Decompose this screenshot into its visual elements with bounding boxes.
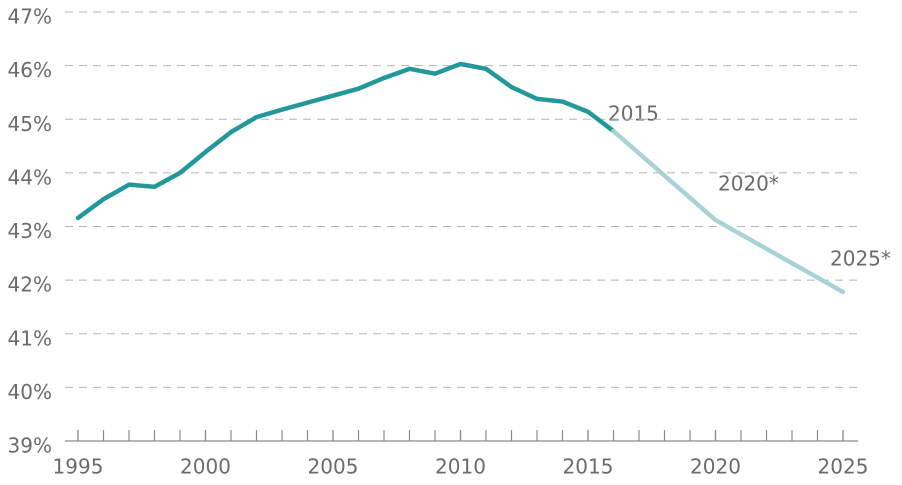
x-tick-label: 2025 bbox=[818, 455, 869, 479]
y-tick-label: 42% bbox=[8, 273, 52, 297]
y-tick-label: 45% bbox=[8, 112, 52, 136]
y-tick-label: 47% bbox=[8, 5, 52, 29]
annotation: 2015 bbox=[608, 102, 659, 126]
line-series bbox=[611, 128, 846, 295]
x-tick-label: 2000 bbox=[180, 455, 231, 479]
x-tick-label: 2020 bbox=[690, 455, 741, 479]
x-tick-label: 2005 bbox=[308, 455, 359, 479]
x-tick-label: 2015 bbox=[563, 455, 614, 479]
annotation: 2025* bbox=[830, 247, 891, 271]
x-tick-label: 1995 bbox=[53, 455, 104, 479]
annotation: 2020* bbox=[718, 172, 779, 196]
y-tick-label: 39% bbox=[8, 434, 52, 458]
y-tick-label: 41% bbox=[8, 326, 52, 350]
y-tick-label: 46% bbox=[8, 58, 52, 82]
line-series bbox=[75, 61, 616, 221]
y-tick-label: 40% bbox=[8, 380, 52, 404]
y-tick-label: 44% bbox=[8, 165, 52, 189]
y-tick-label: 43% bbox=[8, 219, 52, 243]
x-tick-label: 2010 bbox=[435, 455, 486, 479]
